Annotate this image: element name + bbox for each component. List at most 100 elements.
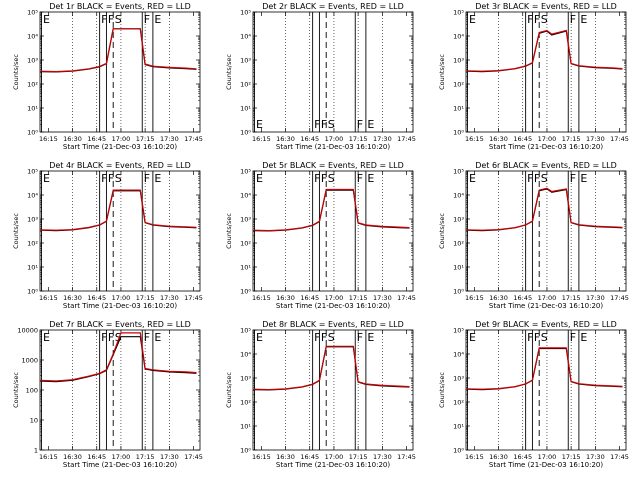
y-tick-label: 10² <box>27 240 38 248</box>
y-tick-label: 10³ <box>453 57 464 65</box>
y-tick-label: 10² <box>453 240 464 248</box>
x-tick-label: 17:45 <box>397 294 416 302</box>
marker-label: F <box>534 13 540 26</box>
y-tick-label: 10⁴ <box>27 192 38 200</box>
marker-label: E <box>154 331 161 344</box>
y-tick-label: 10¹ <box>453 264 464 272</box>
x-tick-label: 16:30 <box>276 135 295 143</box>
y-axis-label: Counts/sec <box>225 213 233 249</box>
marker-label: F <box>527 172 533 185</box>
y-tick-label: 10⁴ <box>453 351 464 359</box>
marker-label: F <box>570 172 576 185</box>
series-events-line <box>466 188 623 232</box>
y-tick-label: 10³ <box>453 375 464 383</box>
y-tick-label: 100 <box>26 387 38 395</box>
x-tick-label: 17:00 <box>325 294 344 302</box>
marker-label: E <box>256 172 263 185</box>
x-tick-label: 16:15 <box>252 453 271 461</box>
marker-label: E <box>43 13 50 26</box>
x-tick-label: 16:15 <box>465 453 484 461</box>
y-tick-label: 10⁰ <box>240 447 251 455</box>
y-tick-label: 10¹ <box>240 105 251 113</box>
panel-det-2r: Det 2r BLACK = Events, RED = LLD 10⁰ 10¹ 10… <box>225 2 416 151</box>
x-tick-label: 17:15 <box>349 453 368 461</box>
y-tick-label: 10¹ <box>27 264 38 272</box>
panel-det-8r: Det 8r BLACK = Events, RED = LLD 10⁰ 10¹ 10… <box>225 320 416 469</box>
y-axis-label: Counts/sec <box>12 372 20 408</box>
plot-frame <box>252 329 414 451</box>
x-axis-label: Start Time (21-Dec-03 16:10:20) <box>63 302 177 310</box>
y-tick-label: 10⁴ <box>240 351 251 359</box>
panel-title: Det 4r BLACK = Events, RED = LLD <box>49 161 191 170</box>
marker-label: F <box>527 13 533 26</box>
y-tick-label: 10⁵ <box>453 9 464 17</box>
x-tick-label: 17:45 <box>397 453 416 461</box>
x-tick-label: 17:00 <box>112 294 131 302</box>
marker-label: F <box>570 13 576 26</box>
x-tick-label: 16:45 <box>513 135 532 143</box>
x-tick-label: 16:15 <box>465 294 484 302</box>
x-axis-label: Start Time (21-Dec-03 16:10:20) <box>276 461 390 469</box>
y-tick-label: 10⁴ <box>240 192 251 200</box>
series-lld-line <box>40 189 197 231</box>
marker-label: F <box>314 172 320 185</box>
panel-det-3r: Det 3r BLACK = Events, RED = LLD 10⁰ 10¹ 10… <box>438 2 629 151</box>
marker-label: F <box>108 331 114 344</box>
marker-label: F <box>101 13 107 26</box>
marker-label: S <box>541 331 548 344</box>
marker-label: E <box>43 172 50 185</box>
y-tick-label: 10¹ <box>240 264 251 272</box>
x-tick-label: 17:30 <box>586 294 605 302</box>
panel-det-1r: Det 1r BLACK = Events, RED = LLD 10⁰ 10¹ 10… <box>12 2 203 151</box>
y-tick-label: 10² <box>240 399 251 407</box>
x-tick-label: 17:00 <box>112 135 131 143</box>
y-tick-label: 10⁵ <box>27 168 38 176</box>
x-tick-label: 16:15 <box>465 135 484 143</box>
x-tick-label: 16:30 <box>489 135 508 143</box>
marker-label: E <box>367 118 374 131</box>
x-axis-label: Start Time (21-Dec-03 16:10:20) <box>276 302 390 310</box>
x-tick-label: 17:00 <box>325 453 344 461</box>
y-tick-label: 10⁴ <box>453 33 464 41</box>
x-tick-label: 17:45 <box>184 294 203 302</box>
y-tick-label: 10² <box>453 81 464 89</box>
plot-frame <box>465 11 627 133</box>
series-lld-line <box>466 29 623 72</box>
panel-det-7r: Det 7r BLACK = Events, RED = LLD 1 10 100 10… <box>12 320 203 469</box>
y-tick-label: 10⁵ <box>240 9 251 17</box>
y-tick-label: 10⁰ <box>453 447 464 455</box>
series-lld-line <box>253 188 410 232</box>
x-tick-label: 17:30 <box>160 135 179 143</box>
y-tick-label: 10⁰ <box>240 129 251 137</box>
x-tick-label: 17:00 <box>112 453 131 461</box>
marker-label: F <box>108 172 114 185</box>
x-tick-label: 17:15 <box>136 294 155 302</box>
series-events-line <box>40 190 197 232</box>
panel-title: Det 2r BLACK = Events, RED = LLD <box>262 2 404 11</box>
series-lld-line <box>40 332 197 382</box>
panel-det-9r: Det 9r BLACK = Events, RED = LLD 10⁰ 10¹ 10… <box>438 320 629 469</box>
x-tick-label: 17:30 <box>373 294 392 302</box>
x-tick-label: 16:15 <box>39 453 58 461</box>
x-tick-label: 17:15 <box>136 453 155 461</box>
x-axis-label: Start Time (21-Dec-03 16:10:20) <box>489 461 603 469</box>
y-tick-label: 10⁵ <box>240 168 251 176</box>
x-tick-label: 16:15 <box>252 294 271 302</box>
marker-label: F <box>101 172 107 185</box>
x-tick-label: 16:45 <box>300 453 319 461</box>
panel-title: Det 9r BLACK = Events, RED = LLD <box>475 320 617 329</box>
y-tick-label: 1 <box>34 447 38 455</box>
marker-label: F <box>314 331 320 344</box>
marker-label: F <box>357 331 363 344</box>
marker-label: S <box>541 172 548 185</box>
marker-label: F <box>144 331 150 344</box>
plot-frame <box>252 11 414 133</box>
x-tick-label: 17:00 <box>325 135 344 143</box>
y-tick-label: 10¹ <box>27 105 38 113</box>
marker-label: E <box>256 118 263 131</box>
x-tick-label: 17:00 <box>538 135 557 143</box>
y-tick-label: 10⁴ <box>453 192 464 200</box>
marker-label: S <box>115 172 122 185</box>
marker-label: S <box>328 331 335 344</box>
y-tick-label: 10⁵ <box>453 168 464 176</box>
